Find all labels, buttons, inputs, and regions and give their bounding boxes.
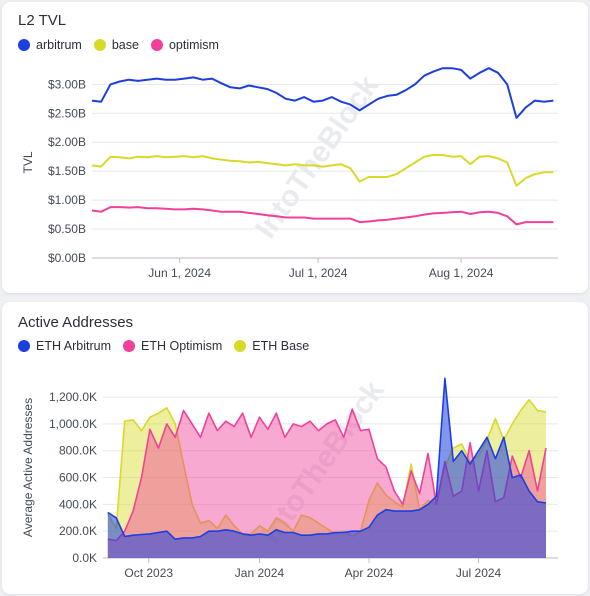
l2-tvl-card: L2 TVL arbitrum base optimism IntoTheBlo… <box>2 2 588 293</box>
legend: ETH Arbitrum ETH Optimism ETH Base <box>18 339 309 353</box>
y-tick-label: 200.0K <box>59 524 97 538</box>
active-addresses-plot: IntoTheBlock0.0K200.0K400.0K600.0K800.0K… <box>21 375 558 580</box>
tvl-plot: IntoTheBlock$0.00B$0.50B$1.00B$1.50B$2.0… <box>21 67 558 280</box>
legend-label: optimism <box>168 38 219 52</box>
y-tick-label: 600.0K <box>59 471 97 485</box>
y-tick-label: 0.0K <box>72 551 97 565</box>
y-tick-label: $2.50B <box>48 106 86 120</box>
legend-label: ETH Optimism <box>141 339 223 353</box>
series-line-base <box>91 154 554 187</box>
x-tick-label: Jul 2024 <box>456 566 502 580</box>
series-line-arbitrum <box>91 67 554 119</box>
y-tick-label: $3.00B <box>48 77 86 91</box>
y-tick-label: 400.0K <box>59 497 97 511</box>
x-tick-label: Jan 2024 <box>235 566 285 580</box>
y-tick-label: $1.00B <box>48 193 86 207</box>
y-axis-label: Average Active Addresses <box>21 398 35 537</box>
y-tick-label: $1.50B <box>48 164 86 178</box>
series-line-eth-arbitrum <box>107 377 547 540</box>
legend-swatch-optimism <box>150 39 163 51</box>
legend-label: arbitrum <box>36 38 82 52</box>
legend-item-base[interactable]: base <box>93 38 139 52</box>
legend-item-optimism[interactable]: optimism <box>150 38 219 52</box>
series-area-eth-arbitrum <box>107 378 547 558</box>
y-tick-label: $2.00B <box>48 135 86 149</box>
legend-item-eth-arbitrum[interactable]: ETH Arbitrum <box>18 339 111 353</box>
y-tick-label: $0.50B <box>48 222 86 236</box>
y-tick-label: 1,000.0K <box>49 417 97 431</box>
series-line-optimism <box>91 206 554 226</box>
legend-label: ETH Arbitrum <box>36 339 112 353</box>
active-addresses-card: Active Addresses ETH Arbitrum ETH Optimi… <box>2 302 588 594</box>
legend-swatch-base <box>93 39 106 51</box>
legend-swatch-eth-base <box>234 340 247 352</box>
chart-title: Active Addresses <box>18 314 134 331</box>
y-tick-label: $0.00B <box>48 251 86 265</box>
x-tick-label: Apr 2024 <box>345 566 394 580</box>
y-tick-label: 800.0K <box>59 444 97 458</box>
legend-swatch-eth-arbitrum <box>18 340 30 352</box>
x-tick-label: Aug 1, 2024 <box>429 266 494 280</box>
legend-item-eth-base[interactable]: ETH Base <box>234 339 309 353</box>
y-tick-label: 1,200.0K <box>49 390 97 404</box>
legend-swatch-arbitrum <box>18 39 30 51</box>
legend: arbitrum base optimism <box>18 38 219 52</box>
chart-title: L2 TVL <box>18 12 67 29</box>
legend-item-arbitrum[interactable]: arbitrum <box>18 38 82 52</box>
legend-swatch-eth-optimism <box>123 340 136 352</box>
x-tick-label: Oct 2023 <box>124 566 173 580</box>
legend-label: base <box>111 38 139 52</box>
x-tick-label: Jul 1, 2024 <box>289 266 348 280</box>
legend-item-eth-optimism[interactable]: ETH Optimism <box>123 339 222 353</box>
y-axis-label: TVL <box>21 151 35 173</box>
x-tick-label: Jun 1, 2024 <box>148 266 211 280</box>
legend-label: ETH Base <box>252 339 310 353</box>
